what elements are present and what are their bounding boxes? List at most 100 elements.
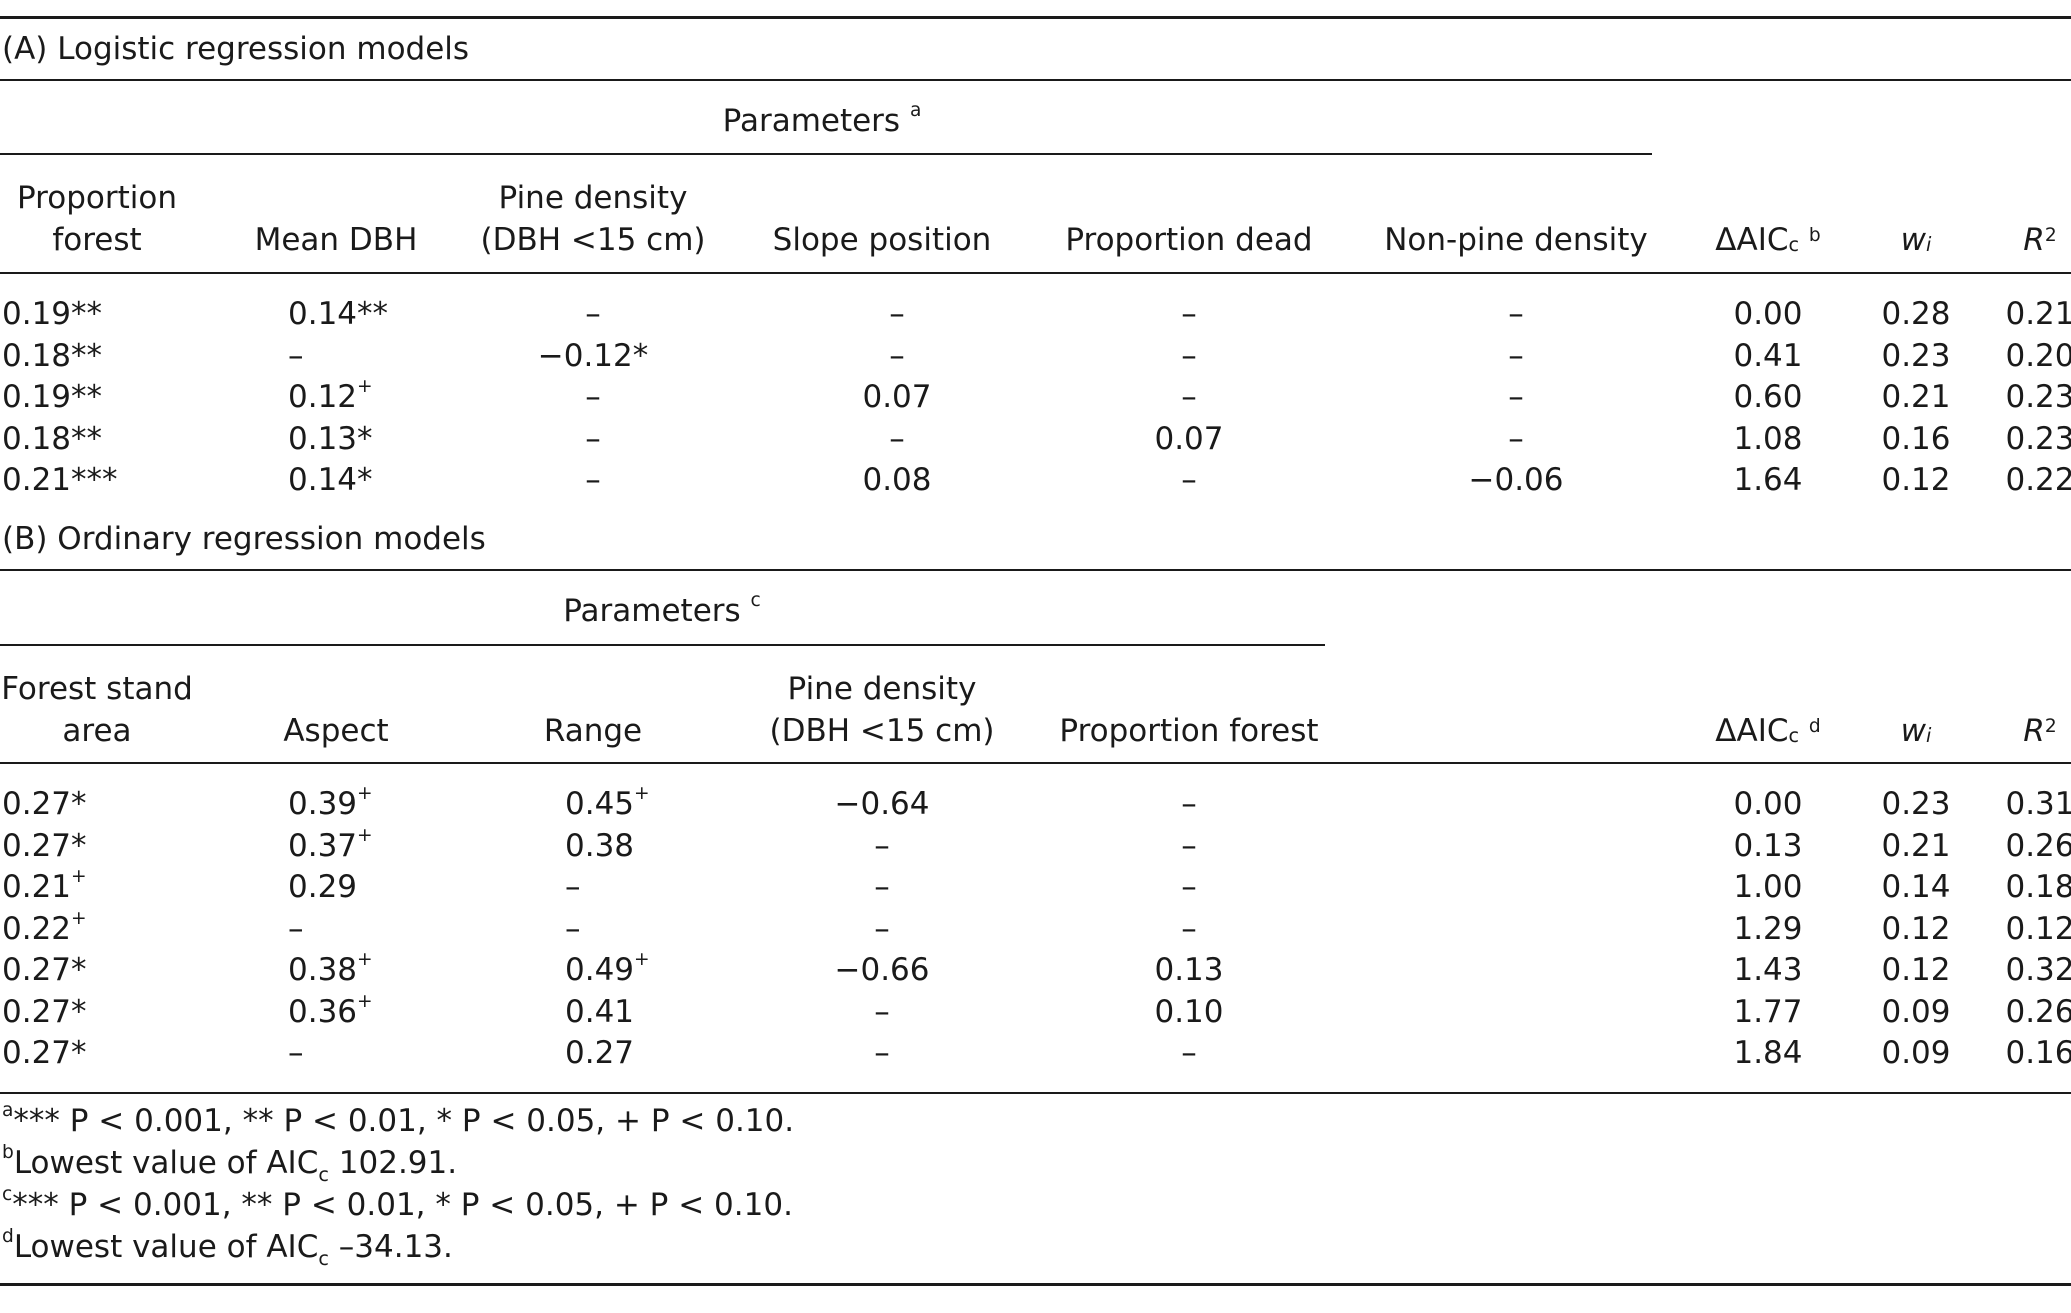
table-cell: 0.20 <box>2005 337 2071 374</box>
footnote-marker-b: b <box>1808 225 1821 246</box>
section-a-parameters-underline <box>0 153 1652 155</box>
footnote-marker-c: c <box>750 590 761 611</box>
table-cell: 0.09 <box>1881 1035 1951 1071</box>
table-cell: 0.31 <box>2005 786 2071 822</box>
table-cell: 0.27* <box>2 952 87 988</box>
section-b-rule <box>0 569 2071 571</box>
top-rule <box>0 16 2071 19</box>
table-cell: – <box>1508 296 1524 332</box>
table-cell: −0.64 <box>834 786 930 822</box>
section-b-bottom-rule <box>0 1092 2071 1094</box>
table-cell: 0.07 <box>1154 420 1224 457</box>
table-cell: 0.28 <box>1881 296 1951 332</box>
col-aspect: Aspect <box>283 713 389 749</box>
table-cell: 0.19** <box>2 296 103 332</box>
col-slope-position: Slope position <box>772 222 992 258</box>
table-cell: 0.26 <box>2005 827 2071 864</box>
table-cell: 0.27* <box>2 993 87 1030</box>
table-cell: 0.13* <box>288 420 373 457</box>
col-range: Range <box>543 713 643 749</box>
table-cell: 0.16 <box>1881 420 1951 457</box>
table-cell: 0.12 <box>1881 910 1951 947</box>
table-cell: −0.06 <box>1468 462 1564 498</box>
col-proportion-forest: Proportion forest <box>17 180 177 258</box>
table-cell: 0.12+ <box>288 376 373 415</box>
table-cell: 0.23 <box>1881 337 1951 374</box>
col-akaike-weight: wi <box>1900 222 1932 258</box>
footnote-c: c*** P < 0.001, ** P < 0.01, * P < 0.05,… <box>2 1184 793 1223</box>
table-cell: −0.66 <box>834 952 930 988</box>
table-cell: – <box>874 1035 890 1071</box>
table-cell: 1.43 <box>1733 952 1803 988</box>
table-cell: 1.64 <box>1733 462 1803 498</box>
table-cell: – <box>288 1035 304 1071</box>
col-proportion-dead: Proportion dead <box>1065 222 1313 258</box>
col-pine-density-b: Pine density (DBH <15 cm) <box>769 671 995 749</box>
table-cell: 0.12 <box>1881 462 1951 498</box>
table-cell: 0.18 <box>2005 869 2071 905</box>
table-cell: 0.21 <box>2005 296 2071 332</box>
table-cell: 0.39+ <box>288 783 373 822</box>
table-cell: 1.77 <box>1733 993 1803 1030</box>
col-pine-density: Pine density (DBH <15 cm) <box>480 180 706 258</box>
col-r-squared: R2 <box>2023 222 2057 258</box>
footnote-marker-a: a <box>909 100 922 121</box>
section-b-parameters-underline <box>0 644 1325 646</box>
col-mean-dbh: Mean DBH <box>254 222 418 258</box>
table-cell: 0.00 <box>1733 786 1803 822</box>
table-cell: – <box>874 910 890 947</box>
table-cell: 0.23 <box>2005 379 2071 415</box>
table-cell: 1.08 <box>1733 420 1803 457</box>
table-cell: – <box>565 869 581 905</box>
table-cell: 0.37+ <box>288 824 373 864</box>
table-cell: 0.23 <box>2005 420 2071 457</box>
col-akaike-weight-b: wi <box>1900 713 1932 749</box>
table-cell: 0.38 <box>565 827 635 864</box>
table-cell: – <box>585 379 601 415</box>
col-nonpine-density: Non-pine density <box>1384 222 1648 258</box>
table-cell: – <box>1181 1035 1197 1071</box>
table-cell: – <box>1181 337 1197 374</box>
col-proportion-forest-b: Proportion forest <box>1059 713 1319 749</box>
table-cell: 0.16 <box>2005 1035 2071 1071</box>
table-cell: 1.29 <box>1733 910 1803 947</box>
table-cell: 0.21+ <box>2 866 87 905</box>
table-cell: – <box>874 869 890 905</box>
section-b-parameters-header: Parameters c <box>563 590 761 629</box>
table-cell: 0.12 <box>1881 952 1951 988</box>
table-cell: 0.23 <box>1881 786 1951 822</box>
table-cell: – <box>874 827 890 864</box>
section-a-parameters-header: Parameters a <box>722 100 922 139</box>
table-cell: – <box>1181 910 1197 947</box>
table-cell: – <box>1181 827 1197 864</box>
table-cell: – <box>585 296 601 332</box>
table-cell: – <box>889 296 905 332</box>
section-a-rule <box>0 79 2071 81</box>
col-r-squared-b: R2 <box>2023 713 2057 749</box>
table-cell: 0.26 <box>2005 993 2071 1030</box>
col-delta-aicc: ΔAICc b <box>1715 222 1821 258</box>
table-cell: – <box>1181 379 1197 415</box>
table-cell: 0.18** <box>2 337 103 374</box>
table-cell: 0.27* <box>2 827 87 864</box>
table-cell: 0.21 <box>1881 827 1951 864</box>
table-cell: – <box>1181 462 1197 498</box>
table-cell: 0.38+ <box>288 949 373 988</box>
footnote-marker-d: d <box>1808 716 1821 737</box>
table-cell: −0.12* <box>537 337 649 374</box>
table-cell: – <box>565 910 581 947</box>
table-cell: 0.27 <box>565 1035 635 1071</box>
table-cell: 0.12 <box>2005 910 2071 947</box>
table-cell: – <box>889 420 905 457</box>
table-cell: 0.14* <box>288 462 373 498</box>
table-cell: 0.10 <box>1154 993 1224 1030</box>
table-cell: 0.32 <box>2005 952 2071 988</box>
table-cell: 0.00 <box>1733 296 1803 332</box>
table-cell: – <box>585 462 601 498</box>
table-cell: 0.14** <box>288 296 389 332</box>
table-cell: 0.22+ <box>2 907 87 947</box>
col-delta-aicc-b: ΔAICc d <box>1715 713 1821 749</box>
table-cell: 0.18** <box>2 420 103 457</box>
table-cell: – <box>1508 420 1524 457</box>
table-cell: 0.08 <box>862 462 932 498</box>
